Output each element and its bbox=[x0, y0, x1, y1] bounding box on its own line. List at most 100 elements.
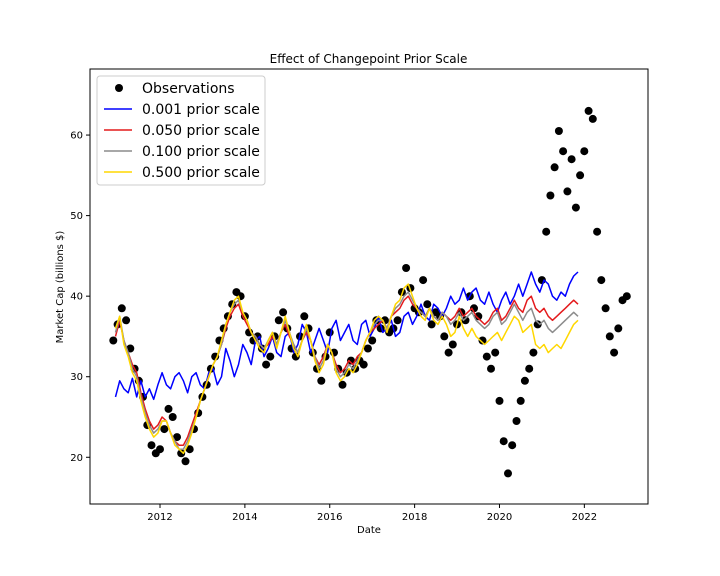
chart-title: Effect of Changepoint Prior Scale bbox=[270, 52, 468, 66]
observation-point bbox=[520, 376, 529, 385]
y-axis-label: Market Cap (billions $) bbox=[55, 231, 66, 344]
y-tick-label: 60 bbox=[70, 131, 83, 142]
plot-frame bbox=[89, 68, 649, 505]
observation-point bbox=[470, 304, 478, 313]
observation-point bbox=[325, 328, 334, 337]
observation-point bbox=[338, 380, 347, 389]
x-axis-label: Date bbox=[357, 525, 381, 536]
observation-point bbox=[554, 127, 563, 135]
observation-point bbox=[504, 469, 512, 478]
observation-point bbox=[274, 316, 283, 325]
observation-point bbox=[567, 155, 576, 164]
series-line-1 bbox=[114, 295, 579, 446]
observation-point bbox=[147, 441, 156, 450]
legend-marker-observations bbox=[115, 84, 123, 92]
x-tick-label: 2018 bbox=[402, 512, 427, 523]
y-tick-label: 50 bbox=[70, 211, 83, 222]
observation-point bbox=[584, 106, 593, 115]
legend-label-observations: Observations bbox=[142, 81, 235, 97]
observation-point bbox=[440, 332, 449, 341]
x-axis: 2012 2014 2016 2018 2020 2022 bbox=[147, 504, 597, 523]
observation-point bbox=[601, 304, 610, 313]
observation-point bbox=[597, 276, 606, 285]
observation-point bbox=[529, 348, 538, 357]
series-lines-group bbox=[114, 271, 579, 455]
observation-point bbox=[363, 344, 372, 353]
observation-point bbox=[580, 147, 589, 156]
x-tick-label: 2016 bbox=[317, 512, 342, 523]
observation-point bbox=[262, 360, 271, 369]
observation-point bbox=[448, 340, 457, 349]
observation-point bbox=[495, 396, 504, 405]
observation-point bbox=[126, 344, 135, 353]
observation-point bbox=[576, 171, 585, 180]
plot-area bbox=[109, 106, 631, 478]
observation-point bbox=[427, 320, 436, 329]
x-tick-label: 2022 bbox=[572, 512, 597, 523]
observation-point bbox=[533, 320, 542, 329]
observation-point bbox=[173, 433, 181, 442]
observation-point bbox=[508, 441, 517, 450]
observation-point bbox=[300, 312, 309, 321]
observation-point bbox=[444, 348, 453, 357]
observation-point bbox=[516, 396, 525, 405]
observation-point bbox=[177, 449, 186, 458]
observation-point bbox=[605, 332, 614, 341]
observation-point bbox=[156, 445, 164, 454]
observation-point bbox=[525, 364, 534, 373]
observation-point bbox=[622, 292, 631, 301]
observation-point bbox=[588, 114, 597, 123]
observation-point bbox=[117, 304, 126, 313]
observation-point bbox=[461, 316, 470, 325]
legend-box bbox=[96, 75, 266, 186]
series-line-3 bbox=[114, 283, 579, 455]
observation-point bbox=[185, 445, 194, 454]
observation-point bbox=[181, 457, 190, 466]
observation-point bbox=[266, 352, 275, 361]
observation-point bbox=[487, 364, 495, 373]
observation-point bbox=[419, 276, 428, 285]
observation-point bbox=[563, 187, 572, 196]
observation-point bbox=[393, 316, 402, 325]
legend: Observations 0.001 prior scale 0.050 pri… bbox=[96, 75, 266, 186]
observation-point bbox=[160, 425, 169, 434]
legend-label-0500: 0.500 prior scale bbox=[142, 165, 260, 181]
observation-point bbox=[571, 203, 580, 212]
observation-point bbox=[610, 348, 619, 357]
observation-point bbox=[109, 336, 118, 345]
observation-point bbox=[482, 352, 491, 361]
observation-point bbox=[593, 227, 602, 236]
observation-point bbox=[478, 336, 487, 345]
series-line-2 bbox=[114, 291, 579, 450]
y-tick-label: 30 bbox=[70, 372, 83, 383]
observation-point bbox=[423, 300, 432, 309]
observation-point bbox=[542, 227, 551, 236]
y-tick-label: 40 bbox=[70, 292, 83, 303]
observation-point bbox=[279, 308, 288, 317]
observation-point bbox=[164, 404, 173, 413]
legend-label-0001: 0.001 prior scale bbox=[142, 102, 260, 118]
observation-point bbox=[168, 413, 177, 421]
legend-label-0100: 0.100 prior scale bbox=[142, 144, 260, 160]
observation-point bbox=[499, 437, 508, 446]
x-tick-label: 2014 bbox=[232, 512, 257, 523]
observation-point bbox=[359, 360, 368, 369]
observation-point bbox=[368, 336, 377, 345]
observation-point bbox=[122, 316, 131, 325]
observation-point bbox=[402, 264, 411, 272]
observation-point bbox=[550, 163, 559, 172]
series-line-0 bbox=[114, 271, 579, 401]
observation-point bbox=[474, 312, 483, 321]
x-tick-label: 2020 bbox=[487, 512, 512, 523]
observation-point bbox=[347, 356, 355, 365]
observation-point bbox=[559, 147, 568, 156]
y-tick-label: 20 bbox=[70, 453, 83, 464]
observation-point bbox=[512, 417, 521, 425]
observation-point bbox=[546, 191, 555, 200]
observation-point bbox=[491, 348, 500, 357]
x-tick-label: 2012 bbox=[147, 512, 172, 523]
y-axis: 20 30 40 50 60 bbox=[70, 131, 90, 464]
legend-label-0050: 0.050 prior scale bbox=[142, 123, 260, 139]
observation-point bbox=[614, 324, 623, 333]
